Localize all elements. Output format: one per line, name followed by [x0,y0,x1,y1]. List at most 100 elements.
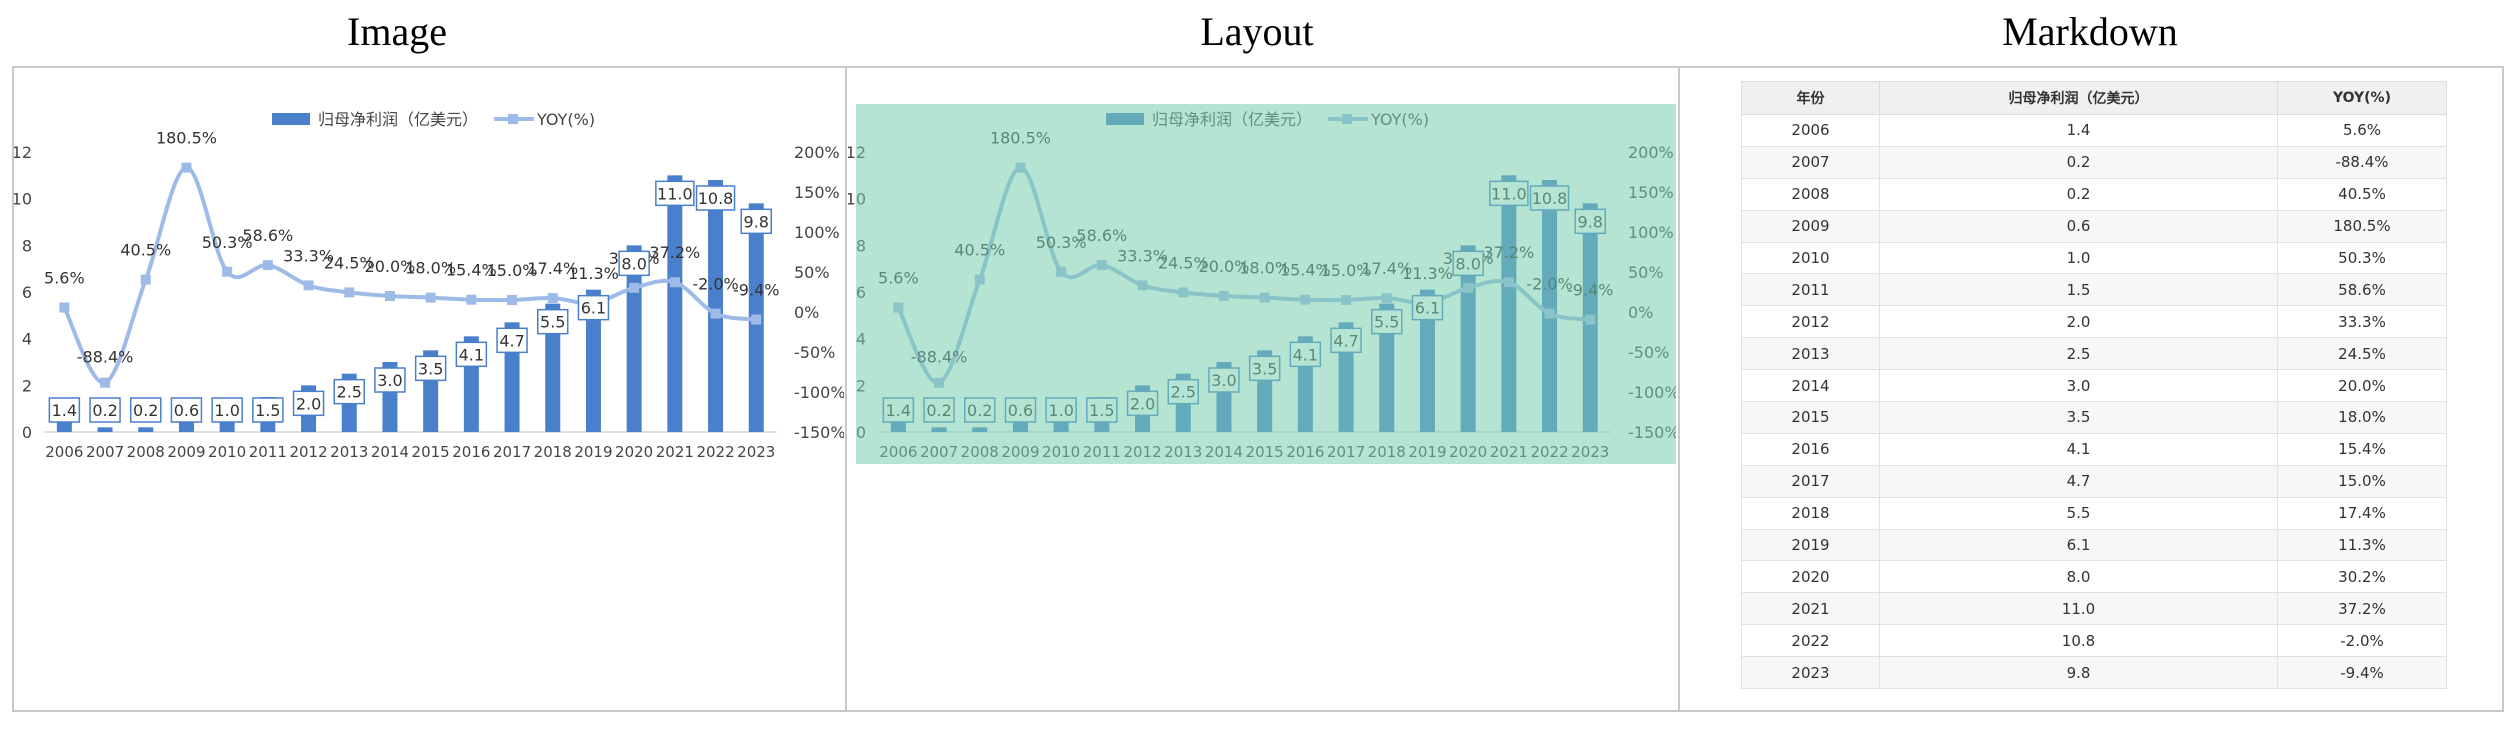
image-bar-value-box [333,378,365,405]
image-bar-value-label: 8.0 [621,254,646,273]
image-bar-value-label: 9.8 [744,212,769,231]
table-cell: 2020 [1741,560,1880,594]
table-cell: 2.5 [1879,337,2278,371]
table-cell: 1.5 [1879,273,2278,307]
image-x-axis-tick: 2021 [656,443,694,461]
image-x-axis-tick: 2011 [249,443,287,461]
image-bar-value-box [292,390,325,417]
image-yoy-marker [669,277,680,288]
table-cell: 15.0% [2277,464,2447,498]
table-row: 2009 0.6 180.5% [1741,209,2447,243]
image-bar-value-label: 3.5 [418,359,443,378]
table-row: 2022 10.8 -2.0% [1741,624,2447,658]
table-cell: 6.1 [1879,528,2278,562]
image-yoy-marker [507,295,518,305]
table-cell: 2023 [1741,656,1880,690]
table-header-profit: 归母净利润（亿美元） [1879,81,2278,115]
image-x-axis-tick: 2023 [737,443,775,461]
image-bar-value-label: 1.4 [52,401,77,420]
table-row: 2006 1.4 5.6% [1741,114,2447,147]
table-cell: 2015 [1741,401,1880,434]
chart-panel-image: 0 2 4 6 8 10 12 -150% -100% -50% 0% 50% 100% 150% 200%… [14,110,844,461]
image-left-axis-tick: 2 [22,376,32,395]
table-cell: 2016 [1741,432,1880,466]
table-row: 2008 0.2 40.5% [1741,177,2447,211]
image-bar-value-label: 0.2 [92,401,117,420]
image-legend-bar-label: 归母净利润（亿美元） [318,110,478,129]
image-right-axis-tick: 200% [794,143,840,162]
image-left-axis-tick: 8 [22,236,32,255]
table-header-row: 年份 归母净利润（亿美元） YOY(%) [1741,81,2447,115]
image-bar-value-label: 11.0 [657,184,693,203]
image-bar-value-label: 1.5 [255,401,280,420]
table-cell: 2019 [1741,528,1880,562]
table-cell: 2.0 [1879,305,2278,339]
table-cell: 2007 [1741,145,1880,179]
image-yoy-marker [222,266,233,277]
table-cell: -9.4% [2277,656,2447,690]
table-row: 2011 1.5 58.6% [1741,273,2447,307]
table-cell: 10.8 [1879,624,2278,658]
table-cell: 2017 [1741,464,1880,498]
image-yoy-marker [629,282,640,293]
table-row: 2023 9.8 -9.4% [1741,656,2447,690]
table-cell: 4.7 [1879,464,2278,498]
image-left-axis-tick: 6 [22,283,32,302]
image-bar-value-box [740,208,772,235]
panel-divider-right [1678,66,1680,712]
table-cell: 2018 [1741,496,1880,530]
image-x-axis-tick: 2017 [493,443,531,461]
table-cell: 1.4 [1879,114,2278,147]
image-bar-value-label: 4.1 [459,345,484,364]
table-cell: 2014 [1741,369,1880,403]
image-bar-value-label: 2.5 [337,383,362,402]
table-cell: 3.0 [1879,369,2278,403]
table-cell: 2010 [1741,241,1880,275]
table-cell: 18.0% [2277,401,2447,434]
image-bar-value-box [48,397,81,423]
image-bar-value-box [130,397,162,423]
image-left-axis-tick: 0 [22,423,32,442]
table-cell: 0.6 [1879,209,2278,243]
panel-divider-left [845,66,847,712]
image-yoy-marker [140,274,151,285]
table-row: 2017 4.7 15.0% [1741,464,2447,498]
table-cell: 50.3% [2277,241,2447,275]
table-row: 2015 3.5 18.0% [1741,401,2447,434]
image-yoy-marker [751,314,762,325]
image-bar-value-box [89,397,121,423]
image-bar-value-box [537,308,569,335]
image-left-axis-tick: 12 [14,143,32,162]
image-yoy-data-label: 180.5% [156,129,217,148]
image-yoy-marker [547,293,558,304]
table-header-yoy: YOY(%) [2277,81,2447,115]
image-yoy-marker [100,377,111,388]
image-right-axis-tick: -150% [794,423,844,442]
heading-layout: Layout [1200,9,1314,54]
image-x-axis-tick: 2015 [412,443,450,461]
table-cell: 5.5 [1879,496,2278,530]
image-yoy-marker [384,291,395,301]
table-cell: 20.0% [2277,369,2447,403]
image-bar-value-label: 1.0 [214,401,239,420]
table-cell: 1.0 [1879,241,2278,275]
table-cell: 4.1 [1879,432,2278,466]
image-bar-value-label: 5.5 [540,313,565,332]
image-x-axis-tick: 2016 [452,443,490,461]
image-yoy-data-label: -88.4% [77,348,134,367]
image-x-axis-tick: 2013 [330,443,368,461]
table-row: 2014 3.0 20.0% [1741,369,2447,403]
image-x-axis-tick: 2012 [289,443,327,461]
image-bar-value-label: 2.0 [296,394,321,413]
image-left-axis-tick: 10 [14,190,32,209]
layout-region-overlay [856,104,1676,464]
image-bar [97,427,113,432]
image-yoy-marker [466,294,477,305]
image-yoy-marker [181,162,192,173]
image-bar-value-box [496,327,528,354]
image-yoy-data-label: 24.5% [324,253,375,272]
table-cell: 3.5 [1879,401,2278,434]
table-cell: 11.0 [1879,592,2278,626]
image-x-axis-tick: 2007 [86,443,124,461]
table-cell: 8.0 [1879,560,2278,594]
